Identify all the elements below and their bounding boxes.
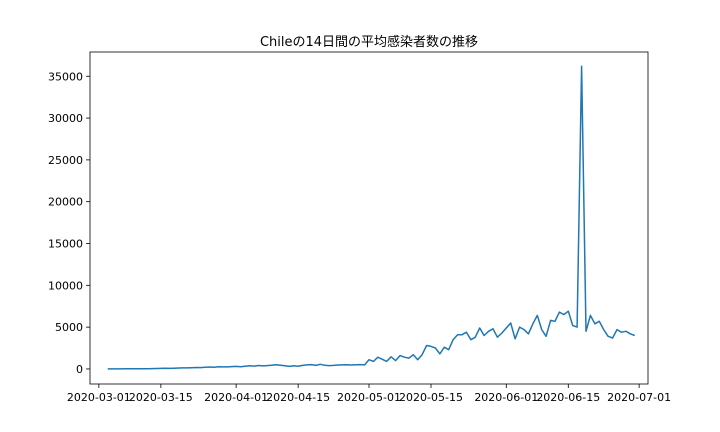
y-axis: 0 5000 10000 15000 20000 25000 30000 35000 [48,70,90,376]
x-tick-label: 2020-06-15 [536,391,600,404]
y-tick-label: 15000 [48,238,83,251]
y-tick-label: 10000 [48,279,83,292]
x-tick-label: 2020-04-01 [204,391,268,404]
y-tick-label: 30000 [48,112,83,125]
x-tick-label: 2020-03-15 [129,391,193,404]
series-line [107,65,635,370]
x-tick-label: 2020-04-15 [266,391,330,404]
x-tick-label: 2020-05-01 [337,391,401,404]
chart-title: Chileの14日間の平均感染者数の推移 [260,34,478,50]
x-tick-label: 2020-06-01 [474,391,538,404]
y-tick-label: 5000 [55,321,83,334]
plot-area [89,51,649,385]
y-tick-label: 20000 [48,196,83,209]
series-layer [107,65,635,370]
y-tick-label: 0 [76,363,83,376]
x-tick-label: 2020-07-01 [607,391,671,404]
x-tick-label: 2020-05-15 [399,391,463,404]
x-tick-label: 2020-03-01 [67,391,131,404]
y-tick-label: 25000 [48,154,83,167]
y-tick-label: 35000 [48,70,83,83]
